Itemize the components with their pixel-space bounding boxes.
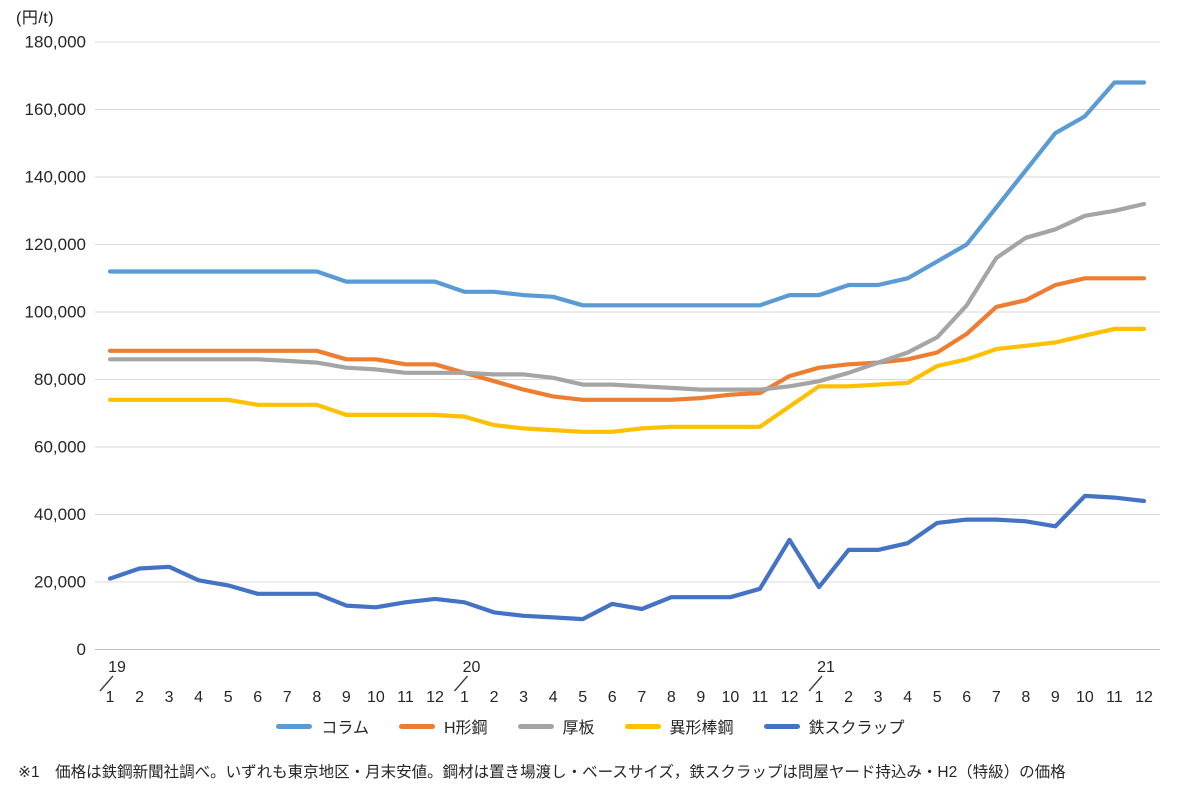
x-axis-month-label: 5 [933, 689, 942, 706]
x-axis-month-label: 1 [106, 689, 115, 706]
x-axis-year-label: 21 [817, 659, 835, 676]
x-axis-month-label: 8 [1021, 689, 1030, 706]
x-axis-month-label: 10 [722, 689, 740, 706]
y-axis-tick-label: 120,000 [25, 235, 86, 254]
legend-item-column: コラム [276, 714, 369, 738]
legend-item-h-beam: H形鋼 [398, 714, 488, 738]
y-axis-tick-label: 160,000 [25, 100, 86, 119]
x-axis-month-label: 6 [253, 689, 262, 706]
x-axis-month-label: 7 [283, 689, 292, 706]
x-axis-month-label: 3 [519, 689, 528, 706]
legend-swatch-iron-scrap [763, 723, 800, 729]
x-axis-month-label: 12 [426, 689, 444, 706]
x-axis-month-label: 9 [696, 689, 705, 706]
y-axis-tick-label: 0 [77, 640, 86, 659]
legend-swatch-deformed-bar [624, 723, 661, 729]
x-axis-month-label: 8 [312, 689, 321, 706]
x-axis-month-label: 7 [992, 689, 1001, 706]
legend-label-thick-plate: 厚板 [562, 720, 595, 737]
x-axis-month-label: 3 [874, 689, 883, 706]
footnote: ※1 価格は鉄鋼新聞社調べ。いずれも東京地区・月末安値。鋼材は置き場渡し・ベース… [18, 764, 1066, 781]
legend-label-deformed-bar: 異形棒鋼 [669, 720, 734, 737]
x-axis-year-label: 20 [463, 659, 481, 676]
legend-swatch-thick-plate [517, 723, 554, 729]
x-axis-month-label: 12 [1135, 689, 1153, 706]
x-axis-month-label: 7 [637, 689, 646, 706]
series-line-iron-scrap [107, 493, 1147, 622]
legend-swatch-column [276, 723, 313, 729]
x-axis-month-label: 2 [135, 689, 144, 706]
x-axis-month-label: 4 [549, 689, 558, 706]
legend-item-thick-plate: 厚板 [517, 714, 595, 738]
series-line-column [107, 80, 1147, 308]
x-axis-month-label: 3 [165, 689, 174, 706]
year-separator-slash [453, 675, 469, 692]
x-axis-month-label: 6 [962, 689, 971, 706]
x-axis-month-label: 5 [224, 689, 233, 706]
x-axis-month-label: 9 [1051, 689, 1060, 706]
series-line-deformed-bar [107, 326, 1147, 434]
legend-item-iron-scrap: 鉄スクラップ [763, 714, 905, 738]
x-axis-month-label: 12 [781, 689, 799, 706]
line-chart: 0 20,000 40,000 60,000 80,000 100,000 120,000 1… [25, 33, 1160, 706]
x-axis-month-label: 1 [815, 689, 824, 706]
y-axis-tick-label: 100,000 [25, 303, 86, 322]
legend-label-h-beam: H形鋼 [443, 720, 488, 737]
y-axis-tick-label: 140,000 [25, 168, 86, 187]
chart-legend: コラム H形鋼 厚板 異形棒鋼 鉄スクラップ [0, 714, 1181, 738]
x-axis-month-label: 2 [490, 689, 499, 706]
x-axis-labels: 1 2 3 4 5 6 7 8 9 10 11 12 1 2 3 4 5 6 7 8 9 10 11 12 1 2 3 4 5 6 7 8 9 1… [99, 659, 1153, 706]
y-axis-tick-label: 20,000 [34, 573, 86, 592]
year-separator-slash [99, 675, 114, 692]
legend-label-iron-scrap: 鉄スクラップ [808, 720, 905, 737]
x-axis-month-label: 8 [667, 689, 676, 706]
y-axis-tick-label: 180,000 [25, 33, 86, 52]
series-line-thick-plate [107, 201, 1147, 392]
year-separator-slash [808, 675, 823, 692]
x-axis-month-label: 11 [1106, 689, 1123, 706]
legend-swatch-h-beam [398, 723, 435, 729]
legend-item-deformed-bar: 異形棒鋼 [624, 714, 734, 738]
x-axis-month-label: 5 [578, 689, 587, 706]
y-axis-tick-label: 40,000 [34, 505, 86, 524]
x-axis-year-label: 19 [108, 659, 126, 676]
gridlines: 0 20,000 40,000 60,000 80,000 100,000 120,000 1… [25, 33, 1160, 659]
x-axis-month-label: 1 [460, 689, 469, 706]
y-axis-unit-label: (円/t) [16, 10, 55, 27]
x-axis-month-label: 6 [608, 689, 617, 706]
y-axis-tick-label: 80,000 [34, 370, 86, 389]
x-axis-month-label: 10 [1076, 689, 1094, 706]
x-axis-month-label: 4 [194, 689, 203, 706]
legend-label-column: コラム [321, 720, 369, 737]
series-line-h-beam [107, 276, 1147, 402]
x-axis-month-label: 9 [342, 689, 351, 706]
x-axis-month-label: 10 [367, 689, 385, 706]
y-axis-tick-label: 60,000 [34, 438, 86, 457]
x-axis-month-label: 11 [752, 689, 769, 706]
x-axis-month-label: 4 [903, 689, 912, 706]
x-axis-month-label: 2 [844, 689, 853, 706]
x-axis-month-label: 11 [397, 689, 414, 706]
